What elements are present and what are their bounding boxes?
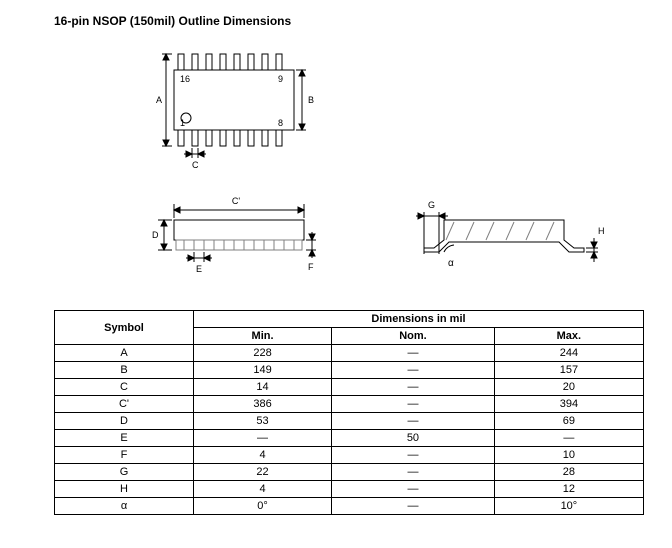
label-D: D (152, 230, 159, 240)
cell-min: 386 (194, 396, 332, 413)
cell-nom: — (332, 481, 495, 498)
cell-nom: — (332, 413, 495, 430)
th-max: Max. (494, 328, 643, 345)
table-row: G22—28 (55, 464, 644, 481)
cell-nom: — (332, 362, 495, 379)
cell-max: 20 (494, 379, 643, 396)
cell-max: 10 (494, 447, 643, 464)
cell-sym: H (55, 481, 194, 498)
pin-8: 8 (278, 118, 283, 128)
cell-nom: — (332, 498, 495, 515)
pin-1: 1 (180, 118, 185, 128)
figures-region: A B C 16 9 1 8 (24, 40, 648, 300)
side-view-diagram: C' D E F (144, 190, 334, 280)
cell-min: 228 (194, 345, 332, 362)
table-row: B149—157 (55, 362, 644, 379)
pin-16: 16 (180, 74, 190, 84)
cell-min: 4 (194, 447, 332, 464)
cell-nom: — (332, 396, 495, 413)
cell-nom: — (332, 464, 495, 481)
table-row: C14—20 (55, 379, 644, 396)
label-B: B (308, 95, 314, 105)
page-title: 16-pin NSOP (150mil) Outline Dimensions (54, 14, 648, 28)
table-row: A228—244 (55, 345, 644, 362)
cell-max: 28 (494, 464, 643, 481)
th-nom: Nom. (332, 328, 495, 345)
th-min: Min. (194, 328, 332, 345)
label-A: A (156, 95, 162, 105)
cell-nom: — (332, 345, 495, 362)
cell-min: 4 (194, 481, 332, 498)
cell-nom: — (332, 379, 495, 396)
cell-max: 12 (494, 481, 643, 498)
label-Cprime: C' (232, 196, 240, 206)
th-dimensions: Dimensions in mil (194, 311, 644, 328)
top-view-diagram: A B C 16 9 1 8 (144, 40, 324, 170)
cell-sym: G (55, 464, 194, 481)
th-symbol: Symbol (55, 311, 194, 345)
cell-max: 10° (494, 498, 643, 515)
label-G: G (428, 200, 435, 210)
cell-max: — (494, 430, 643, 447)
cell-min: 53 (194, 413, 332, 430)
end-view-diagram: G H α (404, 190, 604, 280)
cell-sym: F (55, 447, 194, 464)
cell-nom: 50 (332, 430, 495, 447)
cell-nom: — (332, 447, 495, 464)
cell-min: 149 (194, 362, 332, 379)
label-C: C (192, 160, 199, 170)
cell-min: 14 (194, 379, 332, 396)
cell-min: 0° (194, 498, 332, 515)
cell-sym: D (55, 413, 194, 430)
table-row: E—50— (55, 430, 644, 447)
label-H: H (598, 226, 604, 236)
cell-sym: E (55, 430, 194, 447)
dimensions-table: Symbol Dimensions in mil Min. Nom. Max. … (54, 310, 644, 515)
label-E: E (196, 264, 202, 274)
cell-sym: B (55, 362, 194, 379)
cell-max: 157 (494, 362, 643, 379)
label-alpha: α (448, 258, 454, 269)
table-row: H4—12 (55, 481, 644, 498)
table-row: α0°—10° (55, 498, 644, 515)
cell-max: 244 (494, 345, 643, 362)
table-row: F4—10 (55, 447, 644, 464)
cell-max: 69 (494, 413, 643, 430)
cell-sym: α (55, 498, 194, 515)
cell-sym: C' (55, 396, 194, 413)
cell-min: — (194, 430, 332, 447)
cell-min: 22 (194, 464, 332, 481)
cell-sym: C (55, 379, 194, 396)
pin-9: 9 (278, 74, 283, 84)
label-F: F (308, 262, 314, 272)
cell-max: 394 (494, 396, 643, 413)
cell-sym: A (55, 345, 194, 362)
table-row: D53—69 (55, 413, 644, 430)
table-row: C'386—394 (55, 396, 644, 413)
